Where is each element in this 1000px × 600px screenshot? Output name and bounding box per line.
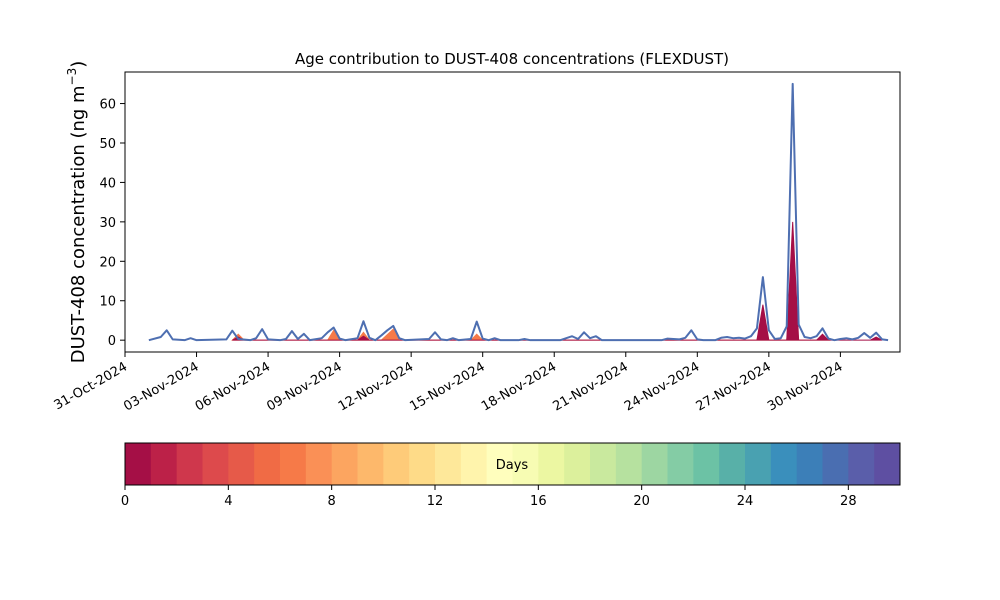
y-tick-label: 20 (99, 255, 116, 270)
line-series-0 (148, 82, 889, 342)
area-series-0 (231, 284, 830, 341)
colorbar-frame (124, 442, 901, 486)
colorbar-swatch (848, 443, 875, 485)
colorbar-swatch (874, 443, 901, 485)
colorbar-swatch (383, 443, 410, 485)
colorbar-swatch (641, 443, 668, 485)
colorbar-swatch (719, 443, 746, 485)
colorbar-swatch (331, 443, 358, 485)
colorbar-swatch (228, 443, 255, 485)
x-tick-label: 09-Nov-2024 (264, 359, 344, 414)
colorbar-swatch (176, 443, 203, 485)
plot-frame (124, 71, 901, 353)
area-series-1 (232, 221, 883, 341)
y-tick-label: 30 (99, 216, 116, 231)
colorbar-swatch (822, 443, 849, 485)
colorbar-tick-label: 8 (328, 494, 336, 509)
colorbar-swatch (615, 443, 643, 485)
colorbar-swatch (150, 443, 178, 485)
x-tick-label: 06-Nov-2024 (193, 359, 273, 414)
colorbar-swatch (202, 443, 229, 485)
colorbar-swatch (796, 443, 823, 485)
colorbar-swatch (280, 443, 307, 485)
y-tick-label: 10 (99, 295, 116, 310)
colorbar-tick-label: 0 (121, 494, 129, 509)
y-tick-label: 50 (99, 137, 116, 152)
x-tick-label: 27-Nov-2024 (694, 359, 774, 414)
colorbar-swatch (357, 443, 384, 485)
colorbar-tick-label: 20 (633, 494, 650, 509)
colorbar-swatch (770, 443, 798, 485)
colorbar-tick-label: 16 (530, 494, 547, 509)
colorbar-swatch (693, 443, 720, 485)
x-tick-label: 21-Nov-2024 (550, 359, 630, 414)
colorbar-swatch (254, 443, 281, 485)
chart-title: Age contribution to DUST-408 concentrati… (295, 50, 729, 68)
x-tick-label: 12-Nov-2024 (336, 359, 416, 414)
plot-area (148, 82, 889, 342)
x-tick-label: 15-Nov-2024 (407, 359, 487, 414)
y-axis-label: DUST-408 concentration (ng m−3) (65, 61, 89, 364)
colorbar-swatch (409, 443, 436, 485)
colorbar-swatch (435, 443, 462, 485)
x-tick-label: 18-Nov-2024 (479, 359, 559, 414)
x-axis: 31-Oct-202403-Nov-202406-Nov-202409-Nov-… (52, 352, 845, 414)
y-tick-label: 60 (99, 98, 116, 113)
colorbar-swatch (590, 443, 617, 485)
x-tick-label: 03-Nov-2024 (121, 359, 201, 414)
colorbar-swatch (667, 443, 694, 485)
y-tick-label: 0 (108, 334, 116, 349)
y-axis: 0 10 20 30 40 50 60 (99, 98, 125, 349)
colorbar-axis: 0 4 8 12 16 20 24 28 (121, 485, 857, 509)
x-tick-label: 31-Oct-2024 (52, 359, 130, 413)
colorbar-swatch (564, 443, 591, 485)
x-tick-label: 30-Nov-2024 (765, 359, 845, 414)
x-tick-label: 24-Nov-2024 (622, 359, 702, 414)
colorbar-tick-label: 4 (224, 494, 232, 509)
colorbar-swatch (486, 443, 513, 485)
y-tick-label: 40 (99, 176, 116, 191)
colorbar-swatch (538, 443, 565, 485)
colorbar-swatch (125, 443, 152, 485)
colorbar-tick-label: 28 (840, 494, 857, 509)
colorbar (125, 443, 901, 485)
colorbar-label: Days (496, 458, 529, 473)
colorbar-swatch (305, 443, 333, 485)
colorbar-swatch (512, 443, 539, 485)
colorbar-tick-label: 24 (737, 494, 754, 509)
colorbar-swatch (745, 443, 772, 485)
colorbar-swatch (460, 443, 488, 485)
colorbar-tick-label: 12 (427, 494, 444, 509)
